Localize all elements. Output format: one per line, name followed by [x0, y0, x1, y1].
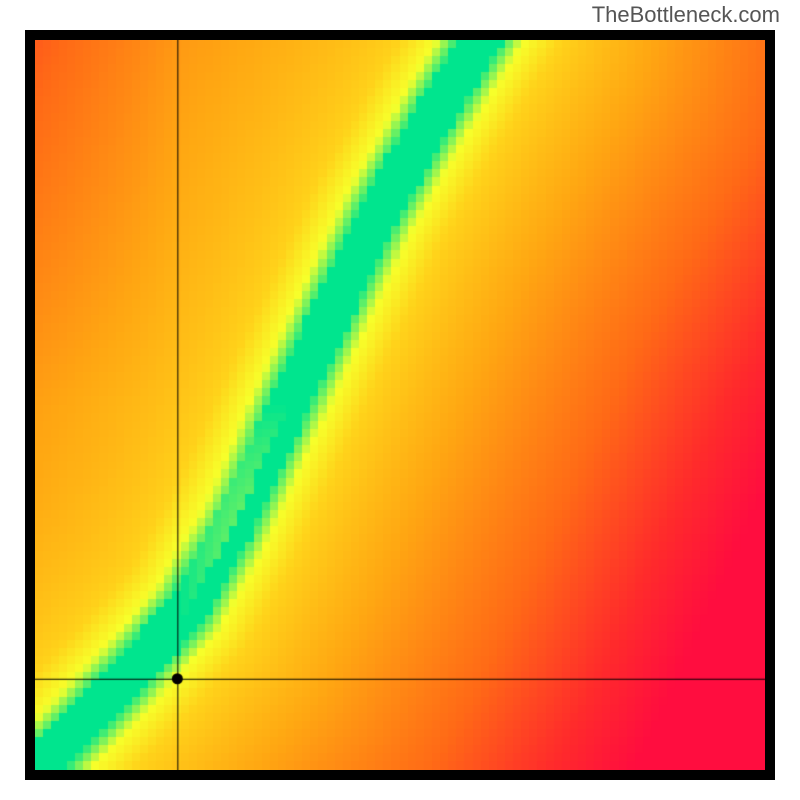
watermark-text: TheBottleneck.com	[592, 2, 780, 28]
chart-frame	[25, 30, 775, 780]
heatmap-canvas	[35, 40, 765, 770]
